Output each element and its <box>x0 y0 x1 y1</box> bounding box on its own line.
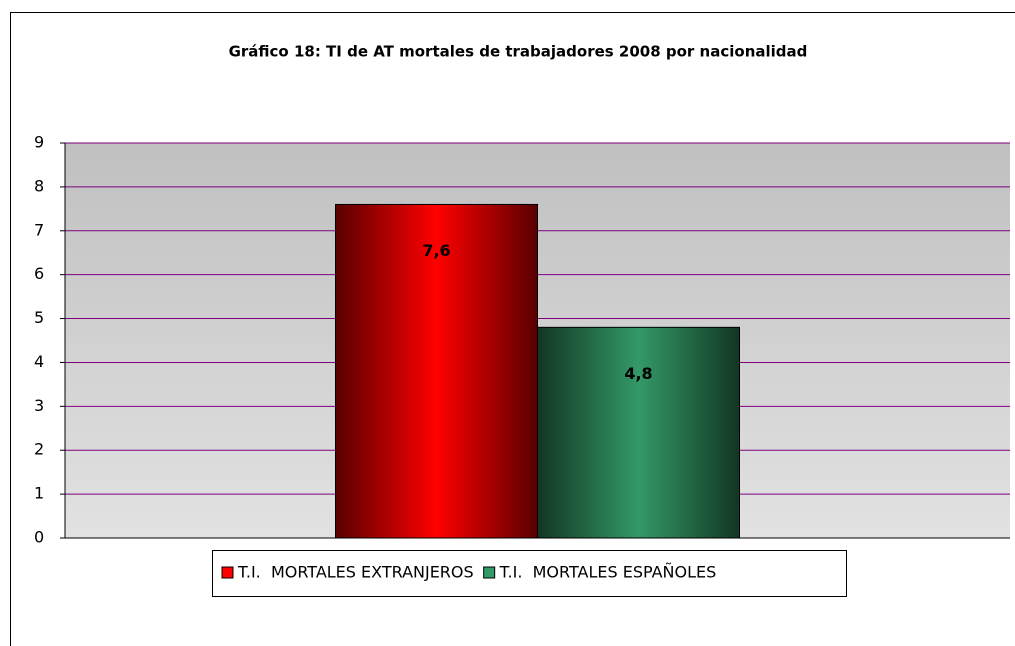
y-tick-label: 4 <box>34 352 44 371</box>
chart-title: Gráfico 18: TI de AT mortales de trabaja… <box>229 43 808 61</box>
legend-label: T.I. MORTALES ESPAÑOLES <box>499 563 717 582</box>
data-label: 7,6 <box>422 241 450 260</box>
legend-swatch <box>483 566 496 579</box>
data-label: 4,8 <box>624 364 652 383</box>
bar <box>537 326 740 539</box>
y-tick-label: 9 <box>34 133 44 152</box>
y-tick-label: 6 <box>34 264 44 283</box>
legend-swatch <box>221 566 234 579</box>
y-tick-label: 1 <box>34 484 44 503</box>
legend <box>212 550 847 597</box>
y-tick-label: 5 <box>34 308 44 327</box>
y-tick-label: 7 <box>34 220 44 239</box>
y-tick-label: 0 <box>34 528 44 547</box>
y-tick-label: 3 <box>34 396 44 415</box>
legend-label: T.I. MORTALES EXTRANJEROS <box>237 563 474 582</box>
y-tick-label: 2 <box>34 440 44 459</box>
bar <box>335 203 538 539</box>
y-tick-label: 8 <box>34 176 44 195</box>
